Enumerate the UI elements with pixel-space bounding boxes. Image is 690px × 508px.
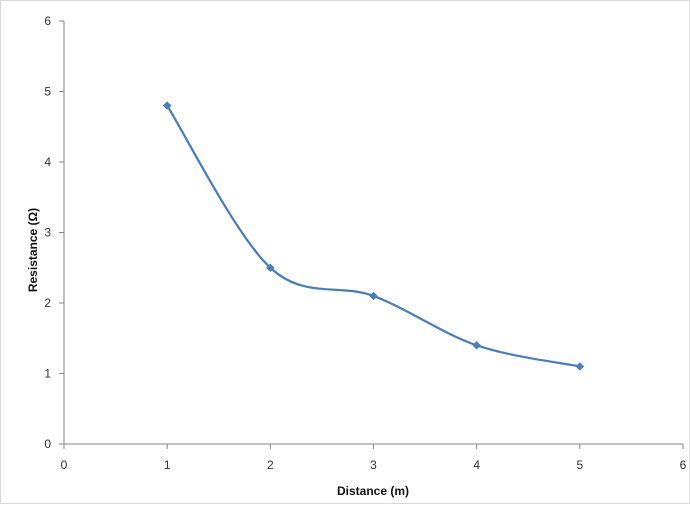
y-axis-title: Resistance (Ω): [26, 208, 40, 292]
y-tick-label: 6: [44, 14, 51, 28]
tick-labels: 0 1 2 3 4 5 6 0 1 2 3 4 5 6: [44, 14, 686, 472]
y-tick-label: 3: [44, 226, 51, 240]
series-line-layer: [166, 104, 581, 368]
x-tick-label: 2: [267, 458, 274, 472]
x-tick-label: 5: [576, 458, 583, 472]
y-tick-label: 1: [44, 367, 51, 381]
y-tick-label: 5: [44, 85, 51, 99]
data-point: [575, 362, 585, 371]
x-tick-label: 0: [61, 458, 68, 472]
tick-marks: [59, 20, 684, 449]
data-markers: [162, 101, 585, 371]
x-axis-title: Distance (m): [337, 484, 409, 498]
axes: [63, 21, 683, 445]
y-tick-label: 0: [44, 437, 51, 451]
x-tick-label: 4: [473, 458, 480, 472]
data-point: [369, 291, 378, 301]
y-tick-label: 2: [44, 296, 51, 310]
data-point: [265, 263, 275, 273]
data-point: [162, 101, 172, 110]
data-point: [472, 340, 482, 350]
x-tick-label: 1: [164, 458, 171, 472]
x-tick-label: 6: [680, 458, 687, 472]
y-tick-label: 4: [44, 155, 51, 169]
series-line: [166, 104, 581, 368]
x-tick-label: 3: [370, 458, 377, 472]
